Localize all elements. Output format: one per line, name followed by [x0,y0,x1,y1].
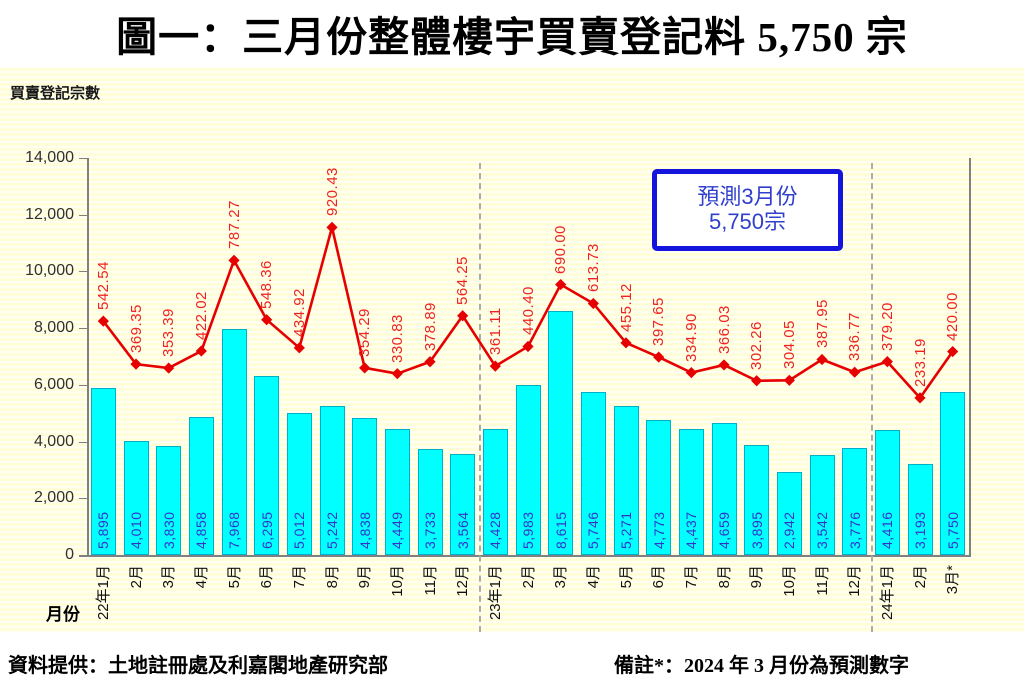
line-value-label: 369.35 [127,304,145,354]
line-value-label: 422.02 [192,291,210,341]
bar [90,387,116,555]
y-tick-label: 12,000 [25,205,74,223]
bar [940,391,966,555]
forecast-annotation-line2: 5,750宗 [708,209,787,234]
bar [842,447,868,555]
forecast-annotation-box: 預測3月份 5,750宗 [652,169,843,251]
line-value-label: 334.90 [682,312,700,362]
y-tick-mark [79,328,87,330]
line-value-label: 336.77 [846,312,864,362]
line-value-label: 330.83 [388,313,406,363]
line-value-label: 920.43 [323,167,341,217]
y-tick-label: 6,000 [33,375,74,393]
line-value-label: 354.29 [356,307,374,357]
line-value-label: 304.05 [780,320,798,370]
y-tick-mark [79,498,87,500]
bar [744,444,770,555]
y-axis-title: 買賣登記宗數 [10,85,101,102]
x-axis-title: 月份 [46,605,80,624]
line-value-label: 361.11 [486,307,504,356]
bar [384,428,410,555]
bar [678,429,704,555]
line-value-label: 233.19 [911,337,929,387]
line-value-label: 420.00 [944,291,962,341]
line-value-label: 613.73 [584,243,602,293]
bar [286,412,312,555]
bar [156,446,182,555]
bar [188,417,214,555]
line-value-label: 542.54 [94,261,112,311]
y-tick-mark [79,384,87,386]
y-tick-mark [79,214,87,216]
line-value-label: 378.89 [421,301,439,351]
y-tick-label: 8,000 [33,319,74,337]
bar [874,429,900,555]
forecast-annotation-line1: 預測3月份 [697,184,798,210]
line-value-label: 434.92 [290,287,308,337]
bar [450,453,476,555]
plot-right-border [969,158,971,555]
footer: 資料提供：土地註冊處及利嘉閣地產研究部 備註*：2024 年 3 月份為預測數字 [0,632,1024,689]
bar [907,464,933,555]
y-tick-label: 0 [65,546,74,563]
title-bar: 圖一：三月份整體樓宇買賣登記料 5,750 宗 [0,0,1024,66]
line-value-label: 440.40 [519,286,537,336]
bar [123,441,149,555]
bar [417,449,443,555]
line-value-label: 379.20 [878,301,896,351]
line-value-label: 353.39 [160,308,178,358]
y-tick-label: 4,000 [33,432,74,450]
bar [711,422,737,555]
bar [646,419,672,555]
y-tick-mark [79,271,87,273]
y-tick-label: 14,000 [25,149,74,166]
line-value-label: 302.26 [748,320,766,370]
line-value-label: 397.65 [650,297,668,347]
y-tick-mark [79,158,87,159]
bar [254,376,280,555]
line-value-label: 455.12 [617,282,635,332]
line-value-label: 690.00 [552,224,570,274]
footer-note-text: 備註*：2024 年 3 月份為預測數字 [614,655,909,677]
line-value-label: 366.03 [715,305,733,354]
y-tick-label: 10,000 [25,262,74,280]
year-separator-line [871,163,873,632]
line-value-label: 564.25 [454,255,472,305]
bar [515,385,541,555]
bar [548,310,574,555]
line-value-label: 387.95 [813,299,831,349]
footer-source-text: 資料提供：土地註冊處及利嘉閣地產研究部 [8,655,388,677]
bar [221,329,247,555]
line-value-label: 548.36 [258,259,276,309]
chart-title: 圖一：三月份整體樓宇買賣登記料 5,750 宗 [116,14,908,60]
y-tick-mark [79,441,87,443]
bar [482,429,508,555]
line-value-label: 787.27 [225,200,243,250]
bar [809,454,835,555]
year-separator-line [479,163,481,632]
bar [776,471,802,555]
bar [580,392,606,555]
chart-region: 買賣登記宗數 月份 0 2,000 4,000 6,000 8,000 10,000 12,… [0,68,1024,632]
y-tick-label: 2,000 [33,489,74,507]
bar [319,406,345,555]
bar [613,405,639,555]
y-axis-line [87,158,89,555]
line-series-svg [97,221,959,404]
x-axis-line [79,555,971,557]
bar [352,417,378,555]
